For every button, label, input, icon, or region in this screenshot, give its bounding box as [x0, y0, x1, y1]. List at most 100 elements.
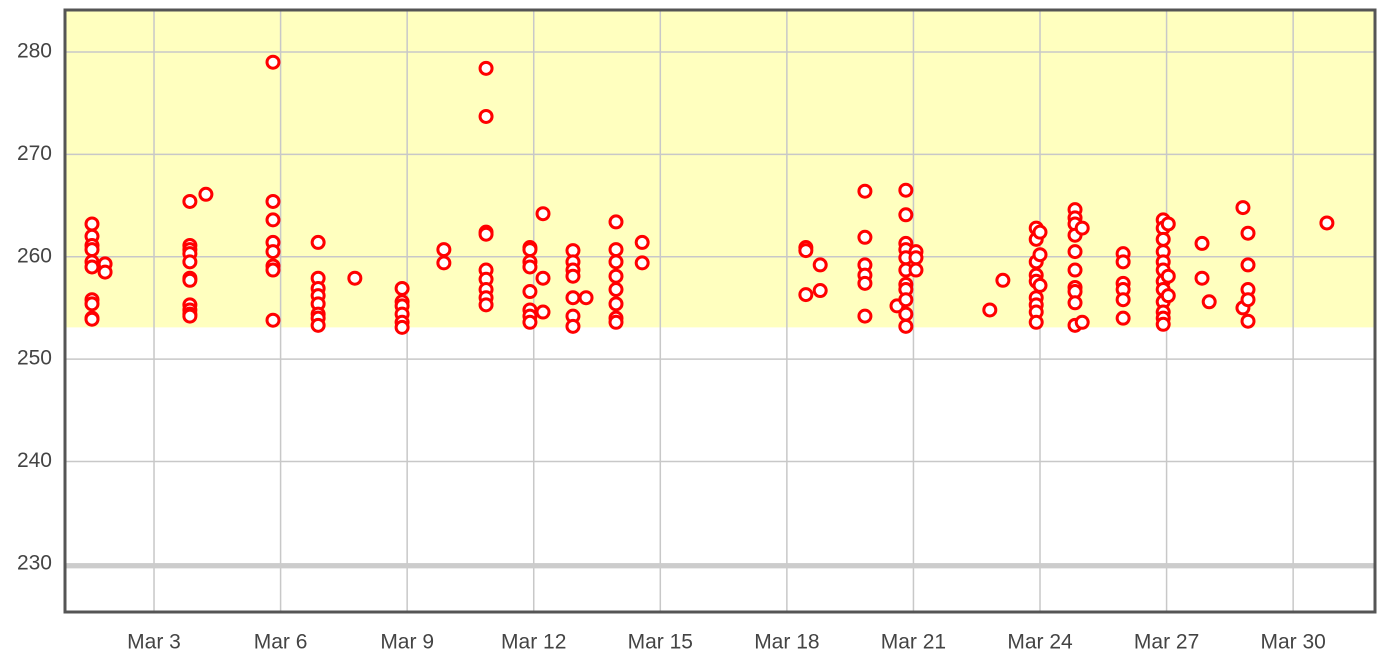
- data-point: [84, 311, 100, 327]
- data-point: [1235, 200, 1251, 216]
- x-tick-label: Mar 9: [380, 631, 434, 654]
- data-point: [634, 255, 650, 271]
- data-point: [608, 214, 624, 230]
- data-point: [857, 308, 873, 324]
- data-point: [522, 314, 538, 330]
- data-point: [1160, 288, 1176, 304]
- data-point: [1074, 314, 1090, 330]
- data-point: [1067, 244, 1083, 260]
- data-point: [1160, 216, 1176, 232]
- data-point: [1319, 215, 1335, 231]
- data-point: [857, 229, 873, 245]
- data-point: [84, 259, 100, 275]
- data-point: [908, 262, 924, 278]
- data-point: [1160, 268, 1176, 284]
- data-point: [908, 250, 924, 266]
- data-point: [198, 186, 214, 202]
- data-point: [857, 183, 873, 199]
- y-tick-label: 250: [17, 347, 52, 370]
- data-point: [898, 207, 914, 223]
- data-point: [1067, 262, 1083, 278]
- data-point: [535, 304, 551, 320]
- data-point: [535, 206, 551, 222]
- data-point: [995, 272, 1011, 288]
- data-point: [1032, 224, 1048, 240]
- data-point: [1115, 310, 1131, 326]
- data-point: [265, 54, 281, 70]
- data-point: [578, 290, 594, 306]
- data-point: [522, 259, 538, 275]
- data-point: [608, 314, 624, 330]
- data-point: [1194, 235, 1210, 251]
- data-point: [608, 242, 624, 258]
- data-point: [478, 297, 494, 313]
- data-point: [478, 60, 494, 76]
- data-point: [1240, 292, 1256, 308]
- data-point: [608, 268, 624, 284]
- threshold-band: [65, 10, 1375, 328]
- data-point: [857, 275, 873, 291]
- data-point: [265, 262, 281, 278]
- x-tick-label: Mar 27: [1134, 631, 1199, 654]
- data-point: [310, 317, 326, 333]
- data-point: [97, 264, 113, 280]
- data-point: [982, 302, 998, 318]
- data-point: [182, 193, 198, 209]
- data-point: [898, 318, 914, 334]
- plot-border: [63, 8, 1377, 614]
- data-point: [394, 280, 410, 296]
- x-tick-label: Mar 30: [1260, 631, 1325, 654]
- data-point: [1155, 316, 1171, 332]
- data-point: [898, 182, 914, 198]
- x-tick-label: Mar 24: [1007, 631, 1073, 654]
- data-point: [265, 244, 281, 260]
- data-point: [608, 296, 624, 312]
- data-point: [522, 284, 538, 300]
- data-point: [265, 212, 281, 228]
- data-point: [478, 108, 494, 124]
- x-tick-label: Mar 6: [254, 631, 308, 654]
- data-point: [310, 234, 326, 250]
- data-point: [265, 193, 281, 209]
- data-point: [634, 234, 650, 250]
- data-point: [812, 283, 828, 299]
- data-point: [1028, 314, 1044, 330]
- data-point: [1201, 294, 1217, 310]
- data-point: [898, 292, 914, 308]
- data-point: [798, 243, 814, 259]
- data-point: [182, 254, 198, 270]
- y-tick-label: 270: [17, 142, 52, 165]
- data-point: [1115, 292, 1131, 308]
- y-tick-label: 260: [17, 244, 52, 267]
- data-point: [347, 270, 363, 286]
- x-tick-label: Mar 21: [881, 631, 946, 654]
- data-point: [84, 242, 100, 258]
- data-point: [565, 318, 581, 334]
- x-tick-label: Mar 15: [628, 631, 693, 654]
- data-point: [394, 319, 410, 335]
- data-point: [522, 242, 538, 258]
- data-point: [565, 268, 581, 284]
- data-point: [898, 306, 914, 322]
- data-point: [84, 216, 100, 232]
- data-point: [436, 242, 452, 258]
- data-point: [436, 255, 452, 271]
- data-point: [798, 287, 814, 303]
- data-point: [265, 312, 281, 328]
- data-point: [478, 226, 494, 242]
- data-point: [1194, 270, 1210, 286]
- data-point: [1240, 225, 1256, 241]
- data-point: [1240, 313, 1256, 329]
- data-point: [1032, 247, 1048, 263]
- data-point: [182, 272, 198, 288]
- data-point: [812, 257, 828, 273]
- data-point: [608, 254, 624, 270]
- x-tick-label: Mar 18: [754, 631, 819, 654]
- data-point: [1032, 277, 1048, 293]
- data-point: [1115, 254, 1131, 270]
- data-point: [565, 290, 581, 306]
- data-point: [182, 308, 198, 324]
- data-point: [84, 296, 100, 312]
- data-point: [1074, 220, 1090, 236]
